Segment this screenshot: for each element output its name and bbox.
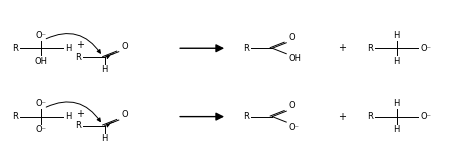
Text: +: + — [76, 109, 84, 119]
Text: H: H — [394, 57, 400, 66]
Text: R: R — [243, 112, 249, 121]
Text: R: R — [12, 112, 18, 121]
Text: R: R — [12, 44, 18, 53]
Text: R: R — [367, 44, 373, 53]
Text: R: R — [243, 44, 249, 53]
Text: O: O — [121, 42, 128, 51]
Text: H: H — [102, 66, 108, 75]
Text: H: H — [394, 31, 400, 40]
Text: +: + — [338, 43, 346, 53]
Text: O: O — [121, 110, 128, 119]
Text: OH: OH — [288, 54, 301, 63]
Text: H: H — [394, 125, 400, 134]
Text: H: H — [65, 112, 71, 121]
Text: O⁻: O⁻ — [288, 123, 300, 132]
Text: O: O — [288, 101, 295, 110]
Text: R: R — [75, 121, 81, 130]
Text: H: H — [394, 99, 400, 108]
Text: O⁻: O⁻ — [36, 99, 47, 108]
Text: +: + — [338, 112, 346, 122]
Text: H: H — [65, 44, 71, 53]
Text: O⁻: O⁻ — [36, 31, 47, 40]
Text: +: + — [76, 40, 84, 50]
Text: R: R — [367, 112, 373, 121]
Text: OH: OH — [35, 57, 48, 66]
Text: H: H — [102, 134, 108, 143]
Text: O⁻: O⁻ — [420, 44, 431, 53]
Text: O: O — [288, 33, 295, 42]
Text: R: R — [75, 53, 81, 62]
Text: O⁻: O⁻ — [420, 112, 431, 121]
Text: O⁻: O⁻ — [36, 125, 47, 134]
